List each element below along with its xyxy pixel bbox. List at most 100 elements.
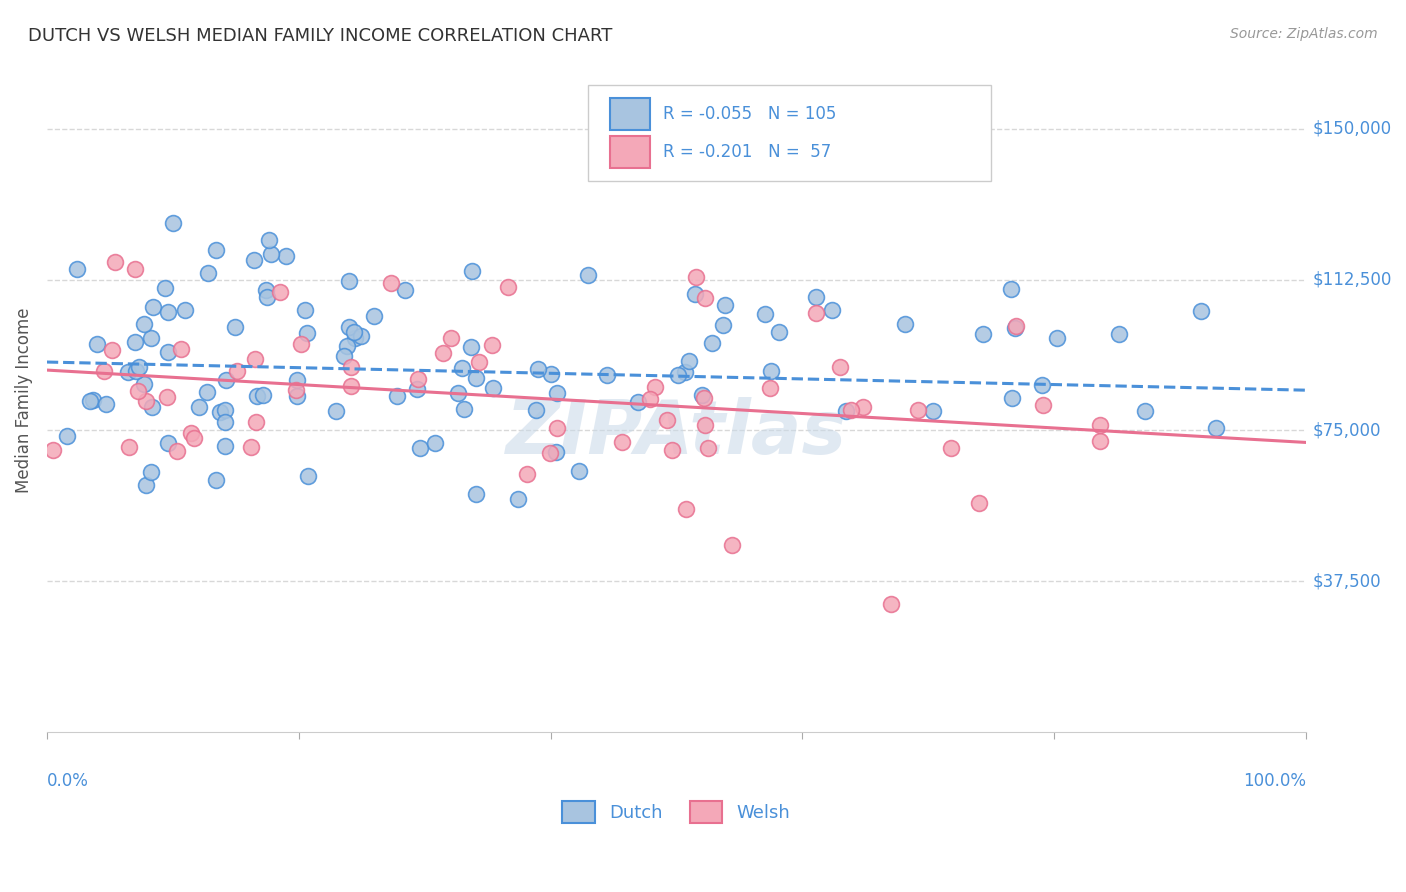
Welsh <box>675 502 697 516</box>
Dutch <box>139 331 162 345</box>
Dutch <box>394 283 416 297</box>
Dutch <box>453 402 475 417</box>
Welsh <box>340 359 363 374</box>
Dutch <box>333 349 356 363</box>
Dutch <box>257 233 280 247</box>
Dutch <box>325 404 347 418</box>
Text: R = -0.201   N =  57: R = -0.201 N = 57 <box>662 143 831 161</box>
Dutch <box>214 415 236 429</box>
Welsh <box>697 441 720 455</box>
Dutch <box>921 403 943 417</box>
Dutch <box>1133 404 1156 418</box>
Dutch <box>464 487 486 501</box>
Dutch <box>156 435 179 450</box>
Welsh <box>685 269 707 284</box>
Dutch <box>94 397 117 411</box>
Dutch <box>224 320 246 334</box>
Text: 0.0%: 0.0% <box>46 772 89 789</box>
Dutch <box>337 274 360 288</box>
Dutch <box>142 301 165 315</box>
Welsh <box>967 496 990 510</box>
Welsh <box>170 342 193 356</box>
Dutch <box>423 435 446 450</box>
Dutch <box>79 393 101 408</box>
Legend: Dutch, Welsh: Dutch, Welsh <box>555 794 797 830</box>
FancyBboxPatch shape <box>588 85 991 181</box>
Dutch <box>447 385 470 400</box>
Dutch <box>274 249 297 263</box>
Dutch <box>626 395 648 409</box>
Welsh <box>42 443 65 458</box>
Dutch <box>337 320 360 334</box>
Dutch <box>153 281 176 295</box>
Dutch <box>209 405 232 419</box>
Welsh <box>339 379 361 393</box>
Dutch <box>256 290 278 304</box>
Text: 100.0%: 100.0% <box>1243 772 1306 789</box>
Dutch <box>894 317 917 331</box>
Welsh <box>839 402 862 417</box>
Dutch <box>252 388 274 402</box>
Dutch <box>173 303 195 318</box>
Dutch <box>1000 282 1022 296</box>
Dutch <box>1001 391 1024 405</box>
Dutch <box>246 389 269 403</box>
Dutch <box>465 371 488 385</box>
Welsh <box>538 445 561 459</box>
Dutch <box>125 363 148 377</box>
Dutch <box>117 365 139 379</box>
Welsh <box>852 400 875 414</box>
Welsh <box>284 383 307 397</box>
Dutch <box>460 340 482 354</box>
Welsh <box>380 277 402 291</box>
Dutch <box>540 368 562 382</box>
Welsh <box>118 440 141 454</box>
Dutch <box>711 318 734 332</box>
Welsh <box>406 372 429 386</box>
Welsh <box>1005 319 1028 334</box>
Welsh <box>135 394 157 409</box>
Dutch <box>666 368 689 383</box>
Dutch <box>56 429 79 443</box>
Dutch <box>82 393 104 408</box>
Dutch <box>754 307 776 321</box>
Dutch <box>141 400 163 414</box>
Dutch <box>214 403 236 417</box>
Dutch <box>243 252 266 267</box>
Welsh <box>240 440 263 454</box>
Welsh <box>124 262 146 277</box>
Welsh <box>127 384 149 398</box>
Welsh <box>546 421 568 435</box>
Dutch <box>162 216 184 230</box>
Dutch <box>135 477 157 491</box>
Welsh <box>661 443 683 458</box>
Welsh <box>104 255 127 269</box>
Dutch <box>350 328 373 343</box>
Dutch <box>214 439 236 453</box>
Dutch <box>527 362 550 376</box>
Welsh <box>1090 417 1112 432</box>
Dutch <box>972 327 994 342</box>
Welsh <box>693 291 716 305</box>
Dutch <box>700 336 723 351</box>
Dutch <box>714 297 737 311</box>
Dutch <box>285 389 308 403</box>
Dutch <box>461 264 484 278</box>
Dutch <box>768 325 790 339</box>
Welsh <box>693 392 716 406</box>
Text: $150,000: $150,000 <box>1312 120 1392 138</box>
Dutch <box>568 464 591 478</box>
Welsh <box>93 364 115 378</box>
Dutch <box>363 309 385 323</box>
Dutch <box>506 491 529 506</box>
Welsh <box>290 337 312 351</box>
Dutch <box>134 377 156 392</box>
Dutch <box>187 400 209 414</box>
Welsh <box>907 403 929 417</box>
Welsh <box>481 337 503 351</box>
Dutch <box>195 384 218 399</box>
Dutch <box>1205 421 1227 435</box>
Dutch <box>683 287 706 301</box>
Dutch <box>336 339 359 353</box>
Dutch <box>544 445 567 459</box>
